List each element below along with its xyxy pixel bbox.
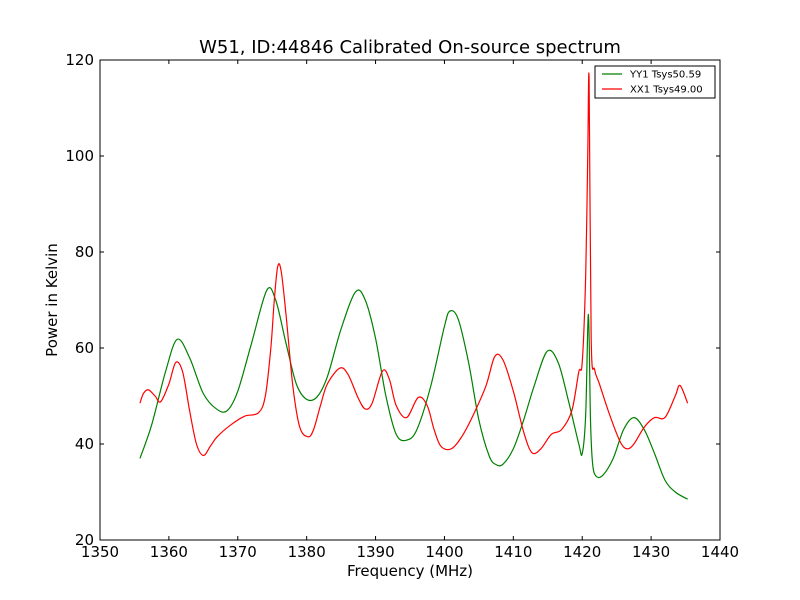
x-tick-label: 1420 [563,543,601,561]
x-tick-label: 1360 [150,543,188,561]
chart-title: W51, ID:44846 Calibrated On-source spect… [199,37,621,58]
y-tick-label: 100 [65,147,94,165]
x-axis-label: Frequency (MHz) [347,562,473,580]
y-tick-label: 40 [75,435,94,453]
series-line-yy1 [139,287,688,500]
y-axis-label: Power in Kelvin [43,243,61,357]
x-tick-label: 1430 [632,543,670,561]
y-axis-ticks: 20 40 60 80 100 120 [65,51,720,549]
series-lines [139,72,689,500]
legend-box [594,65,716,99]
series-line-xx1 [139,72,689,457]
y-tick-label: 20 [75,531,94,549]
x-tick-label: 1400 [425,543,463,561]
x-axis-ticks: 1350 1360 1370 1380 1390 1400 1410 1420 1430 1440 [81,60,739,561]
x-tick-label: 1380 [288,543,326,561]
y-tick-label: 80 [75,243,94,261]
x-tick-label: 1410 [494,543,532,561]
x-tick-label: 1370 [219,543,257,561]
plot-frame [99,59,721,541]
x-tick-label: 1350 [81,543,119,561]
x-tick-label: 1390 [356,543,394,561]
legend: YY1 Tsys50.59 XX1 Tsys49.00 [594,65,716,99]
legend-label-xx1: XX1 Tsys49.00 [630,85,703,96]
y-tick-label: 120 [65,51,94,69]
x-tick-label: 1440 [701,543,739,561]
legend-label-yy1: YY1 Tsys50.59 [629,70,701,81]
y-tick-label: 60 [75,339,94,357]
